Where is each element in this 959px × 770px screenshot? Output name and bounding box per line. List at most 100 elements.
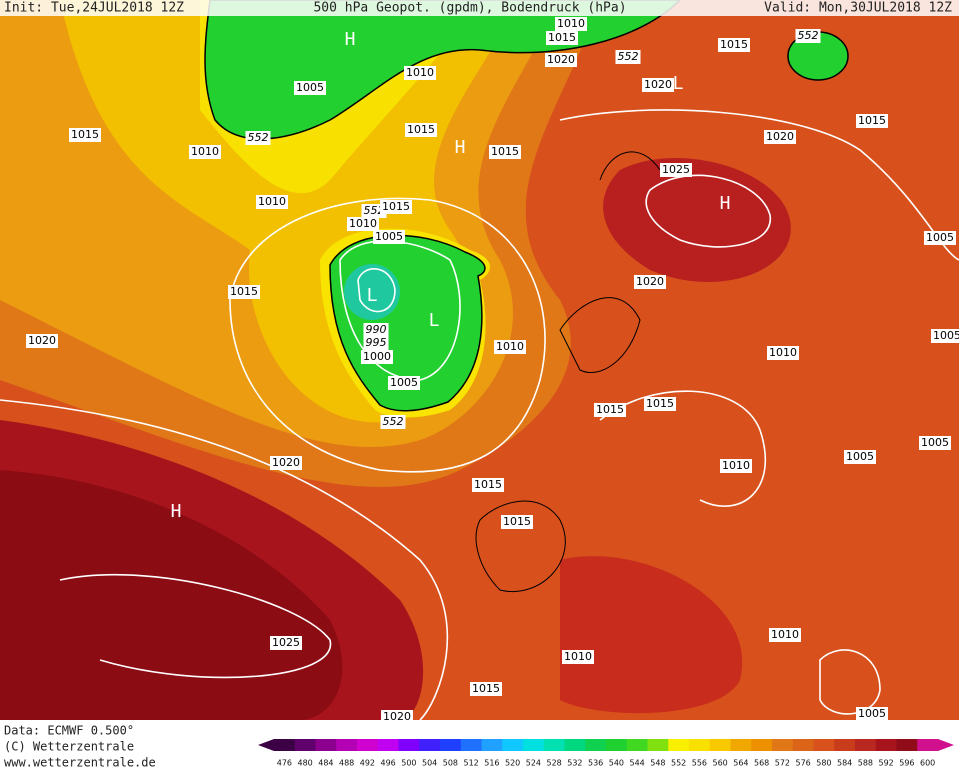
isobar-label-box [404, 66, 436, 80]
colorbar-swatch [709, 739, 731, 751]
colorbar-swatch [772, 739, 794, 751]
isobar-label: 1015 [382, 200, 410, 213]
isobar [229, 197, 546, 473]
colorbar-label: 564 [733, 759, 748, 768]
isobar-label-box [501, 515, 533, 529]
isobar-label: 990 [366, 323, 387, 336]
colorbar-label: 572 [775, 759, 790, 768]
colorbar-label: 556 [692, 759, 707, 768]
isobar-label-box [767, 346, 799, 360]
isobar-label: 1015 [720, 38, 748, 51]
isobar-label-box [764, 130, 796, 144]
isobar-label-box [245, 131, 271, 145]
colorbar-label: 592 [878, 759, 893, 768]
isobar-label: 1020 [272, 456, 300, 469]
isobar-label-box [256, 195, 288, 209]
colorbar-label: 576 [795, 759, 810, 768]
title-text: 500 hPa Geopot. (gpdm), Bodendruck (hPa) [313, 1, 626, 16]
colorbar-swatch [481, 739, 503, 751]
colorbar-swatch [523, 739, 545, 751]
isobar [357, 268, 396, 313]
isobar-label: 1010 [496, 340, 524, 353]
isobar-label: 1020 [636, 275, 664, 288]
isobar-label-box [769, 628, 801, 642]
isobar-label: 1015 [858, 114, 886, 127]
isobar-label-box [472, 478, 504, 492]
header-band [0, 0, 959, 16]
pressure-center: L [673, 73, 684, 94]
colorbar-label: 508 [443, 759, 458, 768]
isobar-label: 1005 [933, 329, 959, 342]
colorbar-swatch [813, 739, 835, 751]
colorbar-swatch [564, 739, 586, 751]
colorbar-label: 512 [463, 759, 478, 768]
colorbar-swatch [336, 739, 358, 751]
isobar-label: 1015 [491, 145, 519, 158]
colorbar-swatch [855, 739, 877, 751]
isobar-label: 1015 [646, 397, 674, 410]
isobar [0, 399, 449, 720]
colorbar-swatch [875, 739, 897, 751]
isobar-label-box [405, 123, 437, 137]
isobar-label-box [228, 285, 260, 299]
isobar-label-box [856, 114, 888, 128]
isobar-label: 552 [248, 131, 269, 144]
colorbar-swatch [606, 739, 628, 751]
colorbar-label: 520 [505, 759, 520, 768]
isobar-label: 1020 [28, 334, 56, 347]
isobar-label-box [380, 415, 406, 429]
geopot-band [560, 556, 743, 714]
isobar-label-box [388, 376, 420, 390]
footer-url: www.wetterzentrale.de [4, 756, 156, 770]
colorbar-swatch [502, 739, 524, 751]
pressure-center: L [429, 310, 440, 331]
isobar-label-box [270, 636, 302, 650]
isobar-label: 1005 [921, 436, 949, 449]
isobar-label: 1025 [662, 163, 690, 176]
colorbar-label: 476 [277, 759, 292, 768]
colorbar-swatch [792, 739, 814, 751]
isobar-label: 1010 [406, 66, 434, 79]
colorbar-label: 532 [567, 759, 582, 768]
isobar-label: 995 [366, 336, 387, 349]
isobar-label: 552 [618, 50, 639, 63]
isobar [59, 573, 332, 679]
isobar-label-box [545, 53, 577, 67]
isobar-label-box [856, 707, 888, 721]
isobar-label: 1015 [548, 31, 576, 44]
colorbar-label: 600 [920, 759, 935, 768]
colorbar-swatch [274, 739, 296, 751]
isobar-label: 1010 [771, 628, 799, 641]
colorbar-label: 588 [858, 759, 873, 768]
pressure-center: H [720, 193, 731, 214]
isobar-labels: 1010 1015 1020 552 1015 552 1020 1005 1010 1015 10… [26, 17, 959, 724]
isobar [645, 174, 771, 248]
colorbar-swatch [419, 739, 441, 751]
isobar-label-box [644, 397, 676, 411]
isobar-label-box [363, 336, 389, 350]
footer-data: Data: ECMWF 0.500° [4, 724, 134, 738]
isobar-label-box [189, 145, 221, 159]
colorbar-label: 552 [671, 759, 686, 768]
isobar-label-box [373, 230, 405, 244]
geopot-band [0, 470, 343, 720]
isobar-label-box [294, 81, 326, 95]
isobar-label: 552 [383, 415, 404, 428]
colorbar-label: 480 [297, 759, 312, 768]
isobar-label: 1010 [722, 459, 750, 472]
isobar-label-box [720, 459, 752, 473]
colorbar-label: 596 [899, 759, 914, 768]
colorbar-swatch [315, 739, 337, 751]
pressure-center: H [345, 29, 356, 50]
colorbar-swatch [834, 739, 856, 751]
isobar-label: 1005 [390, 376, 418, 389]
colorbar-label: 584 [837, 759, 852, 768]
colorbar-swatch [398, 739, 420, 751]
isobar-label: 1020 [547, 53, 575, 66]
isobar-label: 1015 [503, 515, 531, 528]
isobar-label: 1010 [769, 346, 797, 359]
isobar [599, 390, 766, 507]
isobar-label: 1015 [596, 403, 624, 416]
colorbar-arrow-right [938, 739, 954, 751]
